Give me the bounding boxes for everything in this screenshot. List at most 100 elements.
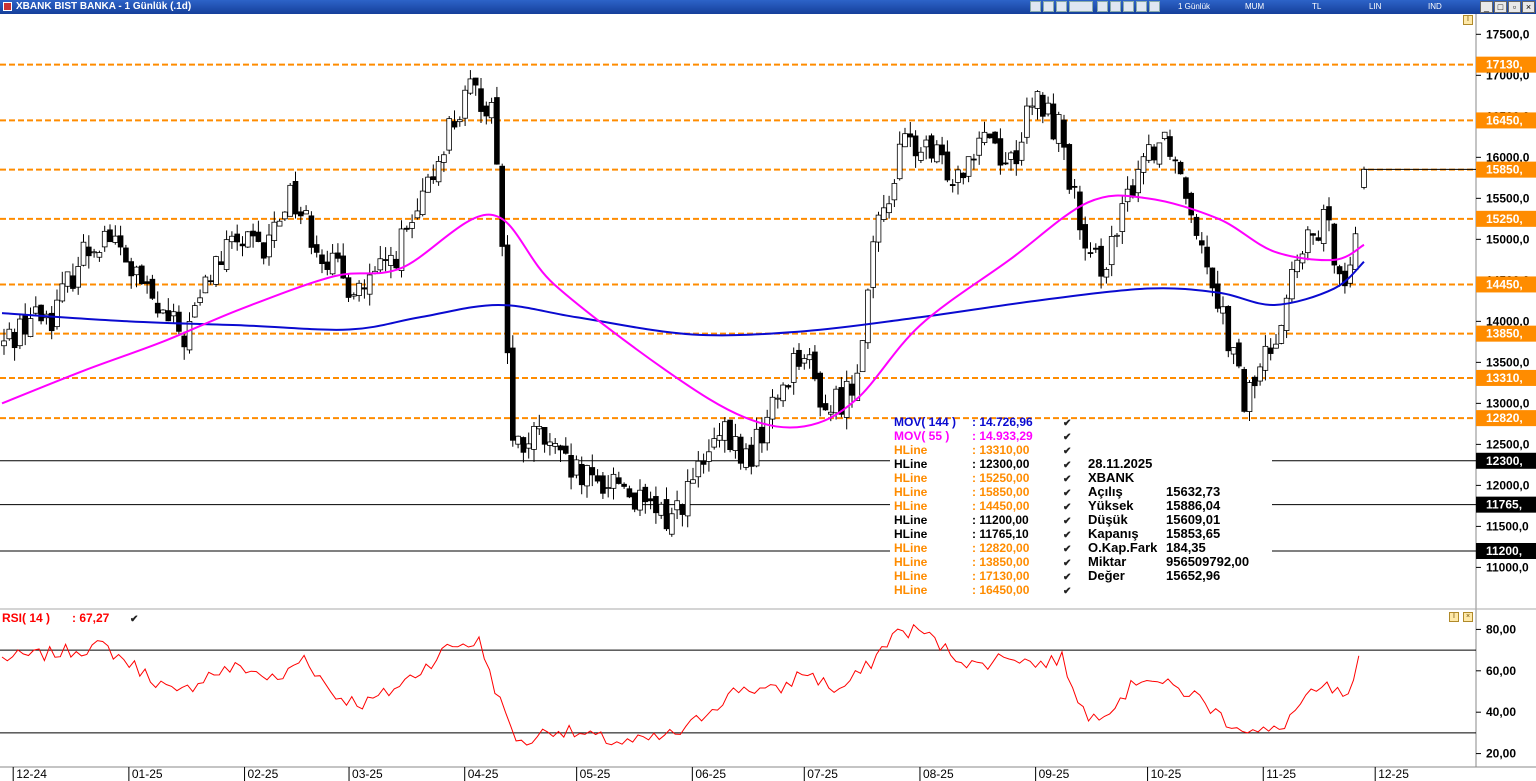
candle[interactable] bbox=[467, 78, 474, 94]
candle[interactable] bbox=[112, 235, 119, 243]
candle[interactable] bbox=[138, 265, 145, 285]
candle[interactable] bbox=[1093, 247, 1099, 250]
candle[interactable] bbox=[515, 435, 521, 445]
candle[interactable] bbox=[785, 385, 792, 388]
candle[interactable] bbox=[202, 276, 209, 294]
candle[interactable] bbox=[1193, 216, 1200, 236]
candle[interactable] bbox=[1305, 229, 1311, 254]
candle[interactable] bbox=[382, 259, 389, 261]
candle[interactable] bbox=[1066, 144, 1073, 190]
candle[interactable] bbox=[716, 435, 723, 441]
candle[interactable] bbox=[250, 230, 256, 237]
candle[interactable] bbox=[308, 215, 315, 248]
candle[interactable] bbox=[1278, 325, 1285, 344]
candle[interactable] bbox=[149, 278, 156, 299]
candle[interactable] bbox=[59, 283, 66, 302]
toolbar-color-icon[interactable] bbox=[1136, 1, 1147, 12]
candle[interactable] bbox=[600, 475, 606, 494]
minimize-icon[interactable]: _ bbox=[1480, 1, 1493, 13]
candle[interactable] bbox=[133, 266, 140, 276]
candle[interactable] bbox=[674, 500, 680, 511]
candle[interactable] bbox=[748, 444, 755, 467]
candle[interactable] bbox=[610, 473, 617, 489]
candle[interactable] bbox=[658, 503, 664, 516]
currency-selector[interactable]: TL bbox=[1312, 2, 1322, 11]
candle[interactable] bbox=[1267, 347, 1274, 354]
candle[interactable] bbox=[1199, 240, 1205, 246]
candle[interactable] bbox=[711, 438, 717, 448]
candle[interactable] bbox=[1156, 142, 1163, 165]
candle[interactable] bbox=[70, 275, 76, 289]
candle[interactable] bbox=[91, 251, 97, 254]
candle[interactable] bbox=[244, 231, 251, 248]
candle[interactable] bbox=[944, 151, 951, 181]
candle[interactable] bbox=[451, 121, 458, 128]
candle[interactable] bbox=[1029, 105, 1036, 108]
candle[interactable] bbox=[1246, 382, 1253, 412]
candle[interactable] bbox=[239, 243, 246, 247]
candle[interactable] bbox=[478, 88, 484, 112]
candle[interactable] bbox=[1108, 236, 1115, 266]
candle[interactable] bbox=[377, 258, 384, 271]
candle[interactable] bbox=[17, 318, 23, 347]
candle[interactable] bbox=[949, 184, 956, 186]
candle[interactable] bbox=[1161, 131, 1168, 140]
candle[interactable] bbox=[626, 488, 633, 498]
candle[interactable] bbox=[255, 231, 262, 242]
candle[interactable] bbox=[101, 230, 108, 248]
candle[interactable] bbox=[1273, 343, 1279, 349]
candle[interactable] bbox=[160, 309, 166, 314]
candle[interactable] bbox=[706, 451, 712, 462]
candle[interactable] bbox=[552, 443, 558, 447]
candle[interactable] bbox=[287, 184, 293, 217]
candle[interactable] bbox=[912, 135, 919, 157]
candle[interactable] bbox=[1225, 305, 1232, 352]
candle[interactable] bbox=[282, 211, 288, 220]
candle[interactable] bbox=[1077, 191, 1083, 231]
candle[interactable] bbox=[1204, 246, 1210, 268]
candle[interactable] bbox=[1087, 252, 1094, 254]
candle[interactable] bbox=[1230, 347, 1237, 355]
candle[interactable] bbox=[769, 396, 776, 420]
candle[interactable] bbox=[1140, 156, 1147, 173]
candle[interactable] bbox=[965, 156, 972, 177]
candle[interactable] bbox=[669, 513, 675, 535]
candle[interactable] bbox=[340, 255, 346, 279]
candle[interactable] bbox=[536, 426, 543, 430]
candle[interactable] bbox=[981, 131, 988, 144]
candle[interactable] bbox=[435, 161, 442, 183]
candle[interactable] bbox=[472, 77, 479, 86]
candle[interactable] bbox=[1018, 141, 1025, 161]
candle[interactable] bbox=[86, 246, 92, 257]
candle[interactable] bbox=[796, 349, 802, 367]
candle[interactable] bbox=[727, 419, 733, 451]
candle[interactable] bbox=[303, 210, 309, 215]
candle[interactable] bbox=[1114, 234, 1120, 237]
period-selector[interactable]: 1 Günlük bbox=[1178, 2, 1211, 11]
candle[interactable] bbox=[409, 222, 415, 229]
candle[interactable] bbox=[218, 261, 225, 266]
candle[interactable] bbox=[297, 211, 304, 217]
candle[interactable] bbox=[1082, 224, 1089, 249]
candle[interactable] bbox=[213, 256, 219, 285]
candle[interactable] bbox=[875, 214, 882, 243]
candle[interactable] bbox=[456, 119, 463, 123]
candle[interactable] bbox=[1361, 168, 1367, 188]
candle[interactable] bbox=[843, 380, 850, 418]
candle[interactable] bbox=[1024, 105, 1030, 138]
candle[interactable] bbox=[870, 241, 876, 288]
candle[interactable] bbox=[1252, 376, 1258, 387]
candle[interactable] bbox=[1315, 237, 1322, 241]
candle[interactable] bbox=[1002, 162, 1009, 165]
candle[interactable] bbox=[144, 281, 150, 284]
candle[interactable] bbox=[329, 252, 336, 275]
candle[interactable] bbox=[865, 289, 871, 344]
candle[interactable] bbox=[107, 229, 113, 243]
candle[interactable] bbox=[324, 261, 331, 270]
candle[interactable] bbox=[1135, 168, 1142, 194]
candle[interactable] bbox=[971, 158, 977, 161]
candle[interactable] bbox=[722, 421, 728, 441]
toolbar-settings-icon[interactable] bbox=[1069, 1, 1093, 12]
candle[interactable] bbox=[1146, 144, 1152, 161]
rsi-line[interactable] bbox=[1, 623, 1360, 746]
